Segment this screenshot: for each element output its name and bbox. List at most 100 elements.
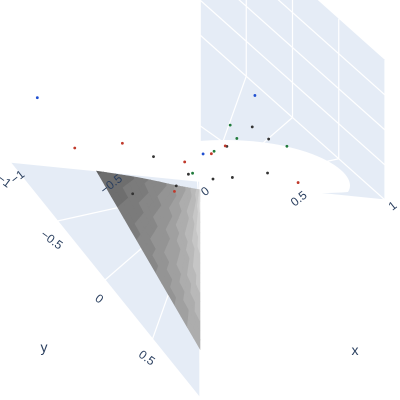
surface-cell bbox=[57, 66, 73, 76]
surface-cell bbox=[173, 53, 186, 61]
surface-cell bbox=[68, 66, 84, 76]
surface-cell bbox=[110, 39, 125, 48]
surface-cell bbox=[79, 66, 94, 75]
surface-cell bbox=[93, 50, 108, 59]
surface-cell bbox=[189, 93, 198, 99]
surface-cell bbox=[107, 101, 120, 111]
surface-cell bbox=[120, 107, 132, 117]
surface-cell bbox=[69, 48, 85, 58]
surface-cell bbox=[137, 104, 148, 113]
surface-cell bbox=[23, 44, 41, 55]
surface-cell bbox=[58, 86, 74, 97]
surface-cell bbox=[134, 97, 146, 106]
surface-cell bbox=[135, 75, 148, 82]
surface-cell bbox=[81, 49, 97, 58]
surface-cell bbox=[190, 98, 199, 104]
data-marker bbox=[228, 123, 232, 127]
surface-cell bbox=[170, 125, 178, 135]
surface-cell bbox=[125, 98, 137, 107]
surface-cell bbox=[172, 132, 180, 142]
surface-cell bbox=[184, 120, 192, 129]
surface-cell bbox=[63, 76, 79, 86]
surface-cell bbox=[146, 76, 158, 83]
surface-cell bbox=[119, 126, 131, 138]
surface-cell bbox=[148, 47, 162, 55]
surface-cell bbox=[185, 125, 192, 134]
surface-cell bbox=[85, 34, 101, 44]
surface-cell bbox=[164, 66, 176, 73]
surface-cell bbox=[185, 56, 198, 63]
surface-cell bbox=[73, 75, 88, 85]
data-marker bbox=[230, 176, 234, 179]
surface-cell bbox=[116, 99, 129, 109]
surface-cell bbox=[115, 75, 128, 83]
surface-cell bbox=[109, 141, 121, 154]
surface-cell bbox=[155, 102, 166, 110]
surface-cell bbox=[23, 24, 41, 36]
surface-cell bbox=[172, 99, 182, 106]
surface-cell bbox=[111, 67, 125, 75]
surface-cell bbox=[60, 30, 77, 41]
surface-cell bbox=[157, 108, 167, 117]
surface-cell bbox=[97, 102, 110, 113]
surface-cell bbox=[144, 69, 157, 76]
surface-cell bbox=[107, 120, 120, 132]
surface-cell bbox=[153, 64, 166, 71]
data-marker bbox=[253, 94, 257, 97]
surface-cell bbox=[97, 59, 112, 68]
surface-cell bbox=[88, 84, 102, 94]
surface-cell bbox=[180, 93, 190, 99]
data-marker bbox=[152, 155, 155, 159]
surface-cell bbox=[35, 26, 53, 37]
surface-cell bbox=[154, 124, 164, 134]
surface-cell bbox=[111, 129, 123, 141]
x-axis-title: x bbox=[352, 342, 359, 358]
surface-cell bbox=[167, 77, 178, 83]
surface-cell bbox=[40, 55, 57, 66]
surface-cell bbox=[175, 111, 184, 119]
surface-cell bbox=[163, 128, 172, 138]
surface-cell bbox=[159, 115, 169, 124]
surface-cell bbox=[179, 88, 189, 94]
surface-cell bbox=[163, 60, 176, 67]
surface-cell bbox=[188, 78, 199, 83]
surface-cell bbox=[112, 91, 125, 100]
surface-cell bbox=[156, 76, 168, 82]
surface-cell bbox=[130, 62, 143, 70]
surface-cell bbox=[46, 46, 63, 57]
surface-cell bbox=[29, 55, 46, 66]
surface-cell bbox=[168, 83, 179, 89]
surface-cell bbox=[165, 71, 177, 77]
surface-cell bbox=[83, 75, 98, 84]
surface-cell bbox=[42, 76, 58, 87]
surface-cell bbox=[139, 129, 150, 140]
data-marker bbox=[187, 172, 190, 176]
surface-cell bbox=[88, 137, 101, 150]
surface-cell bbox=[189, 88, 199, 93]
surface-cell bbox=[173, 105, 182, 113]
surface-cell bbox=[98, 162, 113, 172]
surface-cell bbox=[98, 36, 114, 46]
surface-cell bbox=[142, 137, 152, 149]
surface-cell bbox=[89, 42, 105, 52]
surface-cell bbox=[141, 89, 153, 97]
surface-cell bbox=[192, 117, 199, 125]
surface-cell bbox=[165, 107, 175, 115]
surface-cell bbox=[94, 75, 108, 84]
surface-cell bbox=[163, 100, 173, 108]
surface-cell bbox=[52, 76, 68, 87]
surface-cell bbox=[102, 111, 115, 122]
surface-cell bbox=[128, 55, 142, 63]
surface-cell bbox=[179, 128, 187, 138]
surface-cell bbox=[132, 114, 143, 124]
surface-cell bbox=[88, 103, 102, 114]
surface-cell bbox=[171, 94, 181, 101]
surface-cell bbox=[48, 28, 65, 39]
data-marker bbox=[173, 189, 176, 193]
surface-cell bbox=[103, 131, 116, 144]
surface-cell bbox=[16, 33, 34, 45]
surface-cell bbox=[63, 56, 79, 66]
surface-cell bbox=[176, 117, 184, 126]
data-marker bbox=[211, 177, 215, 181]
